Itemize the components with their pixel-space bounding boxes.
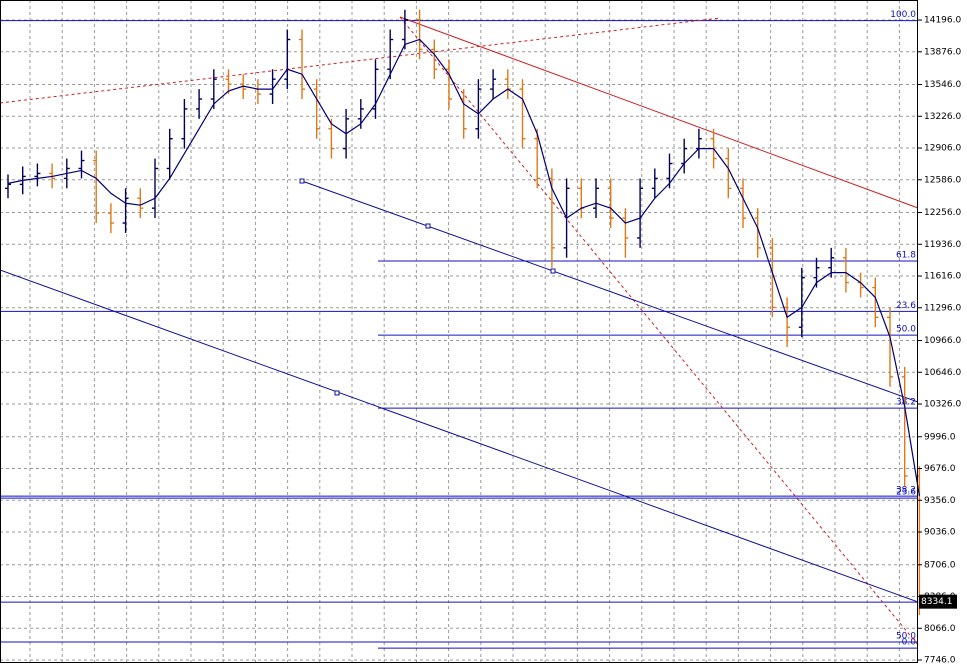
y-tick-label: 9036.0 bbox=[924, 528, 956, 538]
fibo-label: 50.0 bbox=[896, 632, 916, 642]
anchor bbox=[550, 268, 556, 274]
fibo-label: 61.8 bbox=[896, 251, 916, 261]
y-tick-label: 14196.0 bbox=[924, 16, 961, 26]
trend-line bbox=[399, 16, 919, 646]
fibo-label: 50.0 bbox=[896, 325, 916, 335]
y-tick-label: 10646.0 bbox=[924, 368, 961, 378]
y-tick-label: 13546.0 bbox=[924, 80, 961, 90]
fibo-label: 38.2 bbox=[896, 398, 916, 408]
y-tick-label: 12256.0 bbox=[924, 208, 961, 218]
anchor bbox=[299, 178, 305, 184]
fibo-label: 100.0 bbox=[890, 10, 916, 20]
moving-average bbox=[7, 38, 920, 497]
y-tick-label: 11616.0 bbox=[924, 272, 961, 282]
y-tick-label: 11936.0 bbox=[924, 240, 961, 250]
y-tick-label: 8706.0 bbox=[924, 560, 956, 570]
y-tick-label: 9996.0 bbox=[924, 432, 956, 442]
trend-line bbox=[0, 17, 721, 104]
y-tick-label: 11296.0 bbox=[924, 303, 961, 313]
plot-frame bbox=[0, 0, 918, 663]
trend-line bbox=[0, 269, 919, 603]
trend-line bbox=[399, 16, 919, 209]
y-tick-label: 7746.0 bbox=[924, 656, 956, 666]
y-tick-label: 13876.0 bbox=[924, 47, 961, 57]
fibo-label: 38.2 bbox=[896, 486, 916, 496]
y-tick-label: 12586.0 bbox=[924, 175, 961, 185]
price-tag-label: 8334.1 bbox=[921, 597, 953, 607]
y-tick-label: 8066.0 bbox=[924, 624, 956, 634]
y-tick-label: 9356.0 bbox=[924, 496, 956, 506]
y-tick-label: 9676.0 bbox=[924, 464, 956, 474]
fibo-label: 0.0 bbox=[902, 638, 917, 648]
y-tick-label: 12906.0 bbox=[924, 144, 961, 154]
price-tag bbox=[919, 594, 957, 609]
fibo-label: 23.6 bbox=[896, 488, 916, 498]
y-tick-label: 10326.0 bbox=[924, 400, 961, 410]
y-tick-label: 13226.0 bbox=[924, 112, 961, 122]
anchor bbox=[425, 223, 431, 229]
trend-line bbox=[301, 180, 919, 403]
anchor bbox=[334, 390, 340, 396]
fibo-label: 23.6 bbox=[896, 301, 916, 311]
y-tick-label: 10966.0 bbox=[924, 336, 961, 346]
